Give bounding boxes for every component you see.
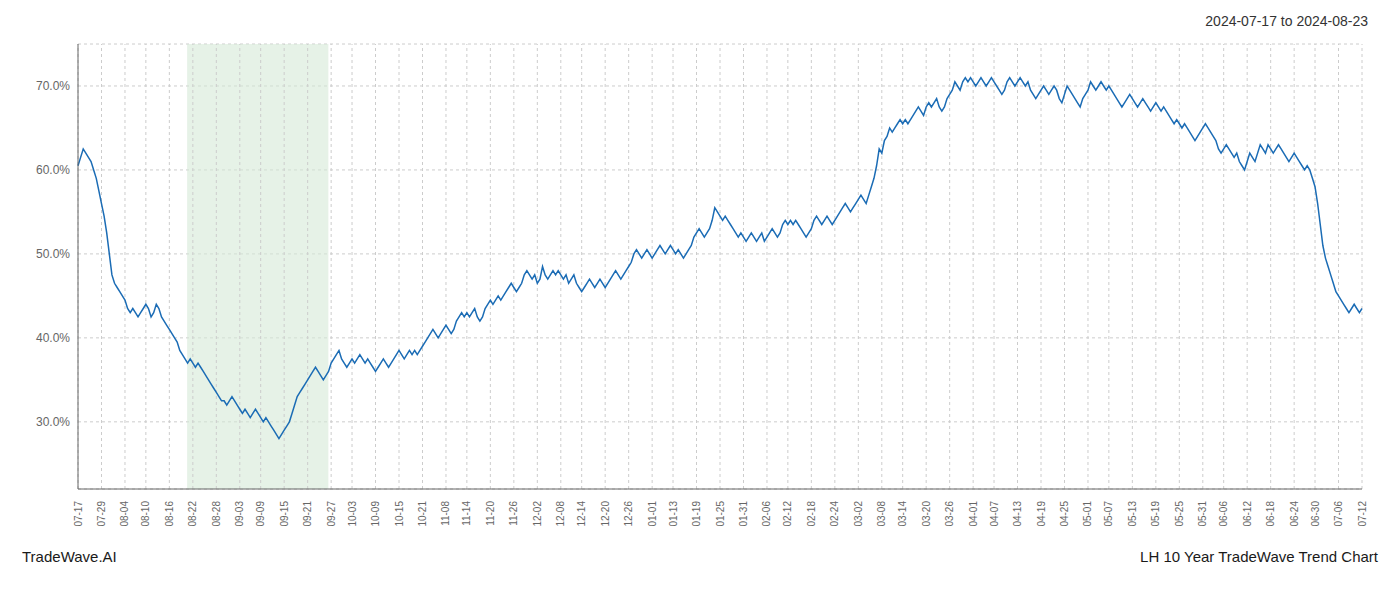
svg-text:03-08: 03-08: [876, 501, 887, 527]
svg-text:10-15: 10-15: [394, 501, 405, 527]
svg-text:70.0%: 70.0%: [36, 79, 70, 93]
svg-text:08-28: 08-28: [211, 501, 222, 527]
svg-text:01-13: 01-13: [668, 501, 679, 527]
svg-text:09-21: 09-21: [302, 501, 313, 527]
svg-text:12-26: 12-26: [623, 501, 634, 527]
svg-text:02-18: 02-18: [806, 501, 817, 527]
svg-text:05-25: 05-25: [1174, 501, 1185, 527]
html-text:LH 10 Year TradeWave Trend Cha: LH 10 Year TradeWave Trend Chart: [1140, 548, 1378, 565]
svg-text:09-27: 09-27: [326, 501, 337, 527]
svg-text:01-31: 01-31: [738, 501, 749, 527]
svg-text:05-31: 05-31: [1197, 501, 1208, 527]
svg-text:12-20: 12-20: [600, 501, 611, 527]
svg-text:12-02: 12-02: [532, 501, 543, 527]
svg-text:04-25: 04-25: [1059, 501, 1070, 527]
html-text:2024-07-17 to 2024-08-23: 2024-07-17 to 2024-08-23: [1205, 13, 1368, 29]
svg-text:06-12: 06-12: [1242, 501, 1253, 527]
svg-text:01-01: 01-01: [647, 501, 658, 527]
svg-text:50.0%: 50.0%: [36, 247, 70, 261]
svg-text:11-08: 11-08: [440, 501, 451, 526]
svg-text:06-24: 06-24: [1289, 501, 1300, 527]
svg-text:01-25: 01-25: [715, 501, 726, 527]
svg-text:05-01: 05-01: [1082, 501, 1093, 527]
svg-text:09-09: 09-09: [255, 501, 266, 527]
svg-text:03-02: 03-02: [853, 501, 864, 527]
svg-text:40.0%: 40.0%: [36, 331, 70, 345]
svg-text:03-26: 03-26: [944, 501, 955, 527]
svg-text:04-13: 04-13: [1012, 501, 1023, 527]
svg-text:07-12: 07-12: [1357, 501, 1368, 527]
svg-text:11-20: 11-20: [485, 501, 496, 526]
svg-text:02-12: 02-12: [782, 501, 793, 527]
svg-text:05-19: 05-19: [1150, 501, 1161, 527]
svg-text:10-09: 10-09: [370, 501, 381, 527]
html-text:TradeWave.AI: TradeWave.AI: [22, 548, 117, 565]
svg-text:07-06: 07-06: [1333, 501, 1344, 527]
svg-text:01-19: 01-19: [691, 501, 702, 527]
svg-text:06-06: 06-06: [1218, 501, 1229, 527]
svg-text:03-14: 03-14: [897, 501, 908, 527]
svg-text:05-13: 05-13: [1127, 501, 1138, 527]
svg-text:08-22: 08-22: [187, 501, 198, 527]
svg-text:09-15: 09-15: [279, 501, 290, 527]
svg-text:08-16: 08-16: [164, 501, 175, 527]
svg-text:10-21: 10-21: [417, 501, 428, 527]
svg-text:04-01: 04-01: [968, 501, 979, 527]
svg-text:02-06: 02-06: [761, 501, 772, 527]
svg-text:10-03: 10-03: [347, 501, 358, 527]
svg-text:04-07: 04-07: [989, 501, 1000, 527]
svg-text:08-10: 08-10: [140, 501, 151, 527]
svg-text:08-04: 08-04: [119, 501, 130, 527]
svg-text:30.0%: 30.0%: [36, 415, 70, 429]
svg-text:60.0%: 60.0%: [36, 163, 70, 177]
svg-text:03-20: 03-20: [921, 501, 932, 527]
svg-text:06-18: 06-18: [1265, 501, 1276, 527]
svg-text:02-24: 02-24: [829, 501, 840, 527]
svg-text:11-26: 11-26: [508, 501, 519, 526]
svg-text:07-29: 07-29: [96, 501, 107, 527]
svg-text:09-03: 09-03: [234, 501, 245, 527]
svg-text:04-19: 04-19: [1036, 501, 1047, 527]
svg-text:12-08: 12-08: [555, 501, 566, 527]
svg-text:06-30: 06-30: [1310, 501, 1321, 527]
svg-text:11-14: 11-14: [461, 501, 472, 526]
svg-text:05-07: 05-07: [1103, 501, 1114, 527]
svg-text:12-14: 12-14: [576, 501, 587, 527]
svg-text:07-17: 07-17: [73, 501, 84, 527]
